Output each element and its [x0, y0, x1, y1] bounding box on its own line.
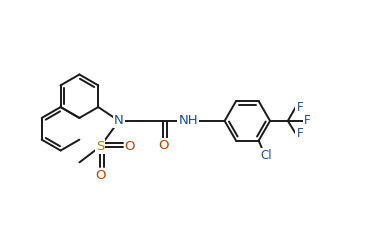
Text: O: O [95, 169, 105, 182]
Text: Cl: Cl [261, 149, 273, 162]
Text: S: S [96, 140, 105, 153]
Text: O: O [158, 139, 168, 152]
Text: O: O [124, 140, 135, 153]
Text: N: N [114, 114, 124, 127]
Text: F: F [296, 127, 303, 140]
Text: F: F [296, 101, 303, 114]
Text: F: F [304, 114, 311, 127]
Text: NH: NH [178, 114, 198, 127]
